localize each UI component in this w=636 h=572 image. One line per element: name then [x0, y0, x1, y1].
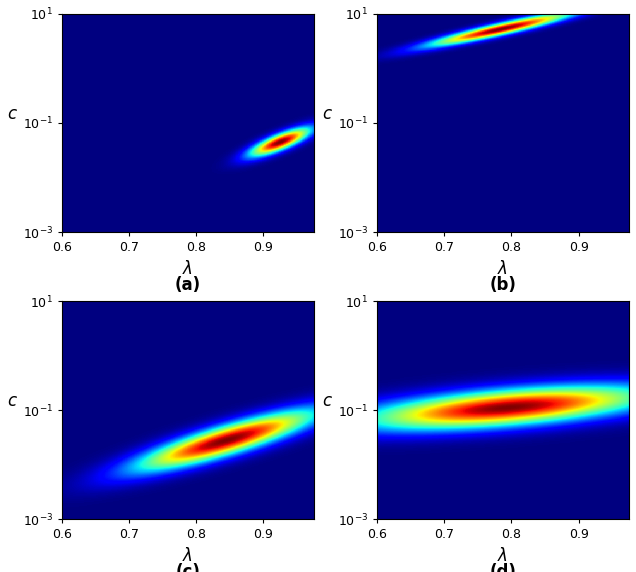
Text: (a): (a) — [175, 276, 201, 294]
Text: (c): (c) — [176, 563, 200, 572]
X-axis label: λ: λ — [498, 547, 508, 565]
Y-axis label: c: c — [322, 105, 331, 123]
Text: (b): (b) — [490, 276, 516, 294]
Y-axis label: c: c — [322, 392, 331, 410]
Y-axis label: c: c — [7, 105, 16, 123]
X-axis label: λ: λ — [183, 547, 193, 565]
X-axis label: λ: λ — [183, 260, 193, 277]
Text: (d): (d) — [490, 563, 516, 572]
Y-axis label: c: c — [7, 392, 16, 410]
X-axis label: λ: λ — [498, 260, 508, 277]
